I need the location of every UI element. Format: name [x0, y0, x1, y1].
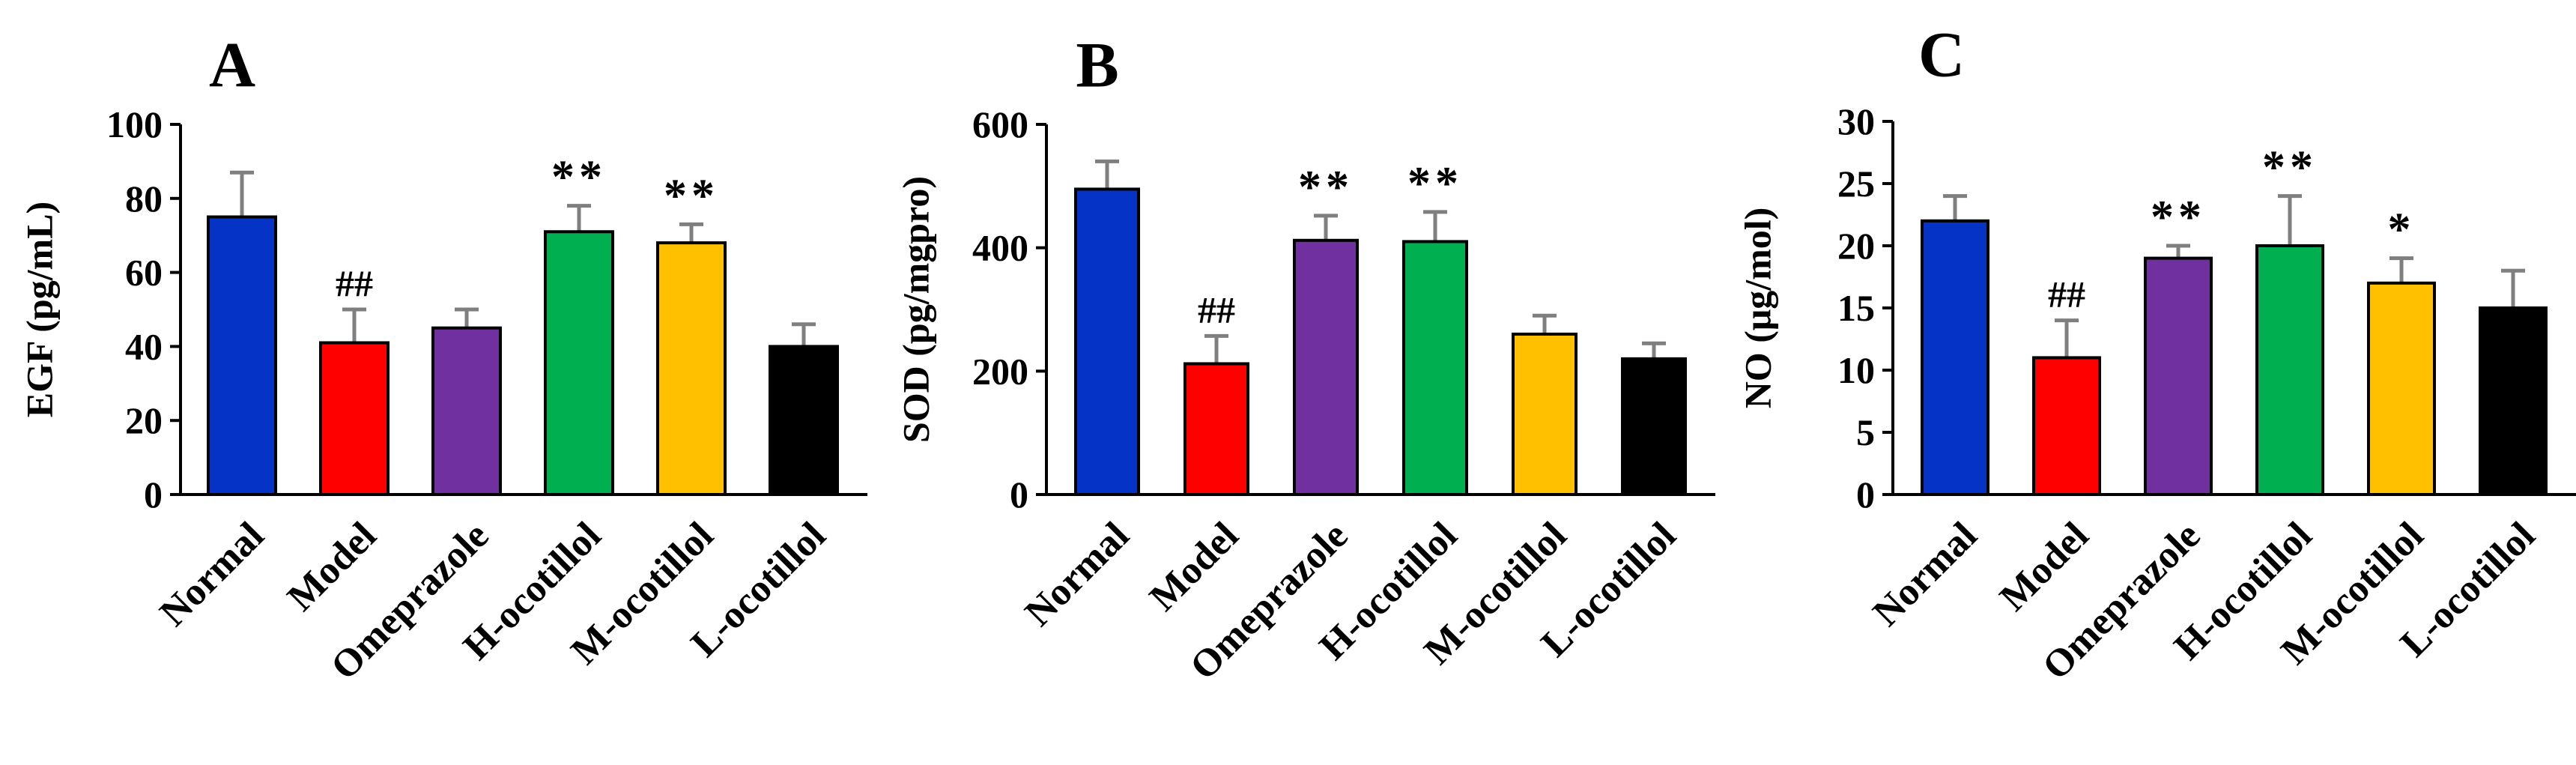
y-axis-label: NO (μg/mol) — [1736, 208, 1778, 409]
bar-h-ocotillol — [1402, 240, 1468, 496]
y-tick-label: 0 — [1010, 474, 1028, 515]
bar-h-ocotillol — [544, 230, 614, 496]
chart-panel-b: B SOD (pg/mgpro) 0 200 400 600 Normal ## Model **… — [894, 29, 1715, 688]
y-tick-label: 20 — [125, 399, 163, 441]
bar-normal — [1074, 187, 1140, 496]
bar-model — [2032, 356, 2101, 496]
significance-marker: * — [2388, 205, 2416, 255]
bar-m-ocotillol — [656, 241, 727, 496]
significance-marker: ** — [551, 152, 607, 203]
significance-marker: ## — [2048, 273, 2085, 315]
bar-model — [319, 341, 390, 496]
chart-panel-c: CNO (μg/mol)051015202530Normal##Model**O… — [1736, 19, 2576, 688]
bar-omeprazole — [2144, 256, 2213, 496]
significance-marker: ## — [1198, 288, 1235, 330]
bar-omeprazole — [431, 326, 502, 497]
significance-marker: ** — [2262, 142, 2318, 193]
y-axis-label: EGF (pg/mL) — [18, 202, 60, 417]
y-tick-label: 600 — [972, 103, 1028, 145]
significance-marker: ** — [664, 170, 719, 221]
y-tick-label: 5 — [1856, 411, 1875, 453]
bar-normal — [207, 215, 277, 496]
y-tick-label: 0 — [1856, 474, 1875, 515]
bar-m-ocotillol — [1512, 332, 1578, 496]
y-tick-label: 400 — [972, 227, 1028, 269]
bar-l-ocotillol — [1621, 357, 1687, 496]
panel-label: B — [1076, 29, 1118, 101]
x-tick-label-normal: Normal — [1865, 514, 1986, 635]
significance-marker: ** — [1298, 162, 1354, 213]
y-tick-label: 80 — [125, 178, 163, 220]
y-tick-label: 40 — [125, 325, 163, 367]
y-tick-label: 60 — [125, 252, 163, 294]
y-axis-label: SOD (pg/mgpro) — [894, 176, 936, 443]
y-tick-label: 0 — [144, 474, 163, 515]
significance-marker: ** — [1407, 158, 1463, 209]
significance-marker: ## — [336, 262, 373, 304]
y-tick-label: 30 — [1837, 100, 1875, 142]
bar-model — [1184, 362, 1249, 496]
x-tick-label-model: Model — [279, 514, 384, 619]
y-tick-label: 20 — [1837, 225, 1875, 267]
bar-l-ocotillol — [2479, 306, 2548, 496]
y-tick-label: 200 — [972, 350, 1028, 392]
x-tick-label-model: Model — [1992, 514, 2097, 619]
panel-label: A — [209, 29, 255, 101]
y-tick-label: 15 — [1837, 287, 1875, 329]
bar-normal — [1921, 219, 1989, 496]
bar-m-ocotillol — [2367, 281, 2436, 496]
bar-h-ocotillol — [2255, 244, 2324, 496]
bar-l-ocotillol — [769, 345, 839, 496]
x-tick-label-normal: Normal — [152, 514, 273, 635]
panel-label: C — [1918, 19, 1965, 91]
x-tick-label-normal: Normal — [1017, 514, 1138, 635]
y-tick-label: 25 — [1837, 163, 1875, 205]
x-tick-label-model: Model — [1142, 514, 1246, 619]
bar-omeprazole — [1293, 238, 1359, 496]
y-tick-label: 100 — [106, 103, 163, 145]
y-tick-label: 10 — [1837, 349, 1875, 391]
significance-marker: ** — [2151, 192, 2206, 243]
